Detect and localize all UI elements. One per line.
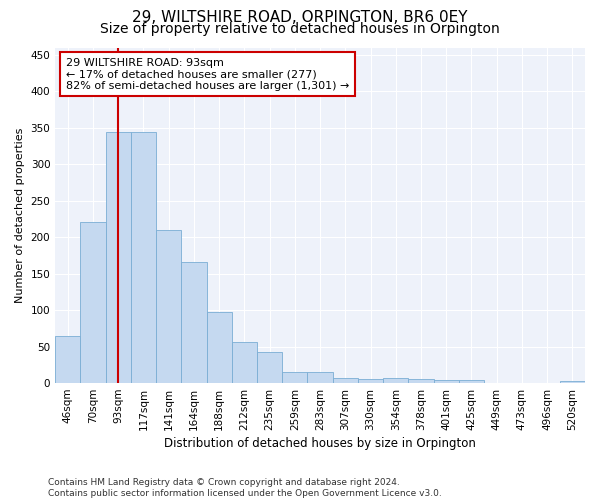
Bar (434, 380, 459, 383)
Bar (307, 372, 332, 383)
Bar (206, 312, 232, 383)
Bar (156, 230, 181, 383)
Bar (106, 132, 131, 383)
Text: Contains HM Land Registry data © Crown copyright and database right 2024.
Contai: Contains HM Land Registry data © Crown c… (48, 478, 442, 498)
Bar (282, 372, 307, 383)
Text: Size of property relative to detached houses in Orpington: Size of property relative to detached ho… (100, 22, 500, 36)
Bar (358, 378, 383, 383)
Bar (332, 378, 358, 383)
Bar (409, 380, 434, 383)
Bar (257, 352, 282, 383)
Bar (55, 336, 80, 383)
Bar (181, 262, 206, 383)
Bar (459, 380, 484, 383)
Bar (560, 381, 585, 383)
Bar (232, 342, 257, 383)
Text: 29 WILTSHIRE ROAD: 93sqm
← 17% of detached houses are smaller (277)
82% of semi-: 29 WILTSHIRE ROAD: 93sqm ← 17% of detach… (66, 58, 349, 91)
Text: 29, WILTSHIRE ROAD, ORPINGTON, BR6 0EY: 29, WILTSHIRE ROAD, ORPINGTON, BR6 0EY (132, 10, 468, 25)
Y-axis label: Number of detached properties: Number of detached properties (15, 128, 25, 303)
Bar (131, 132, 156, 383)
Bar (383, 378, 409, 383)
Bar (80, 222, 106, 383)
X-axis label: Distribution of detached houses by size in Orpington: Distribution of detached houses by size … (164, 437, 476, 450)
